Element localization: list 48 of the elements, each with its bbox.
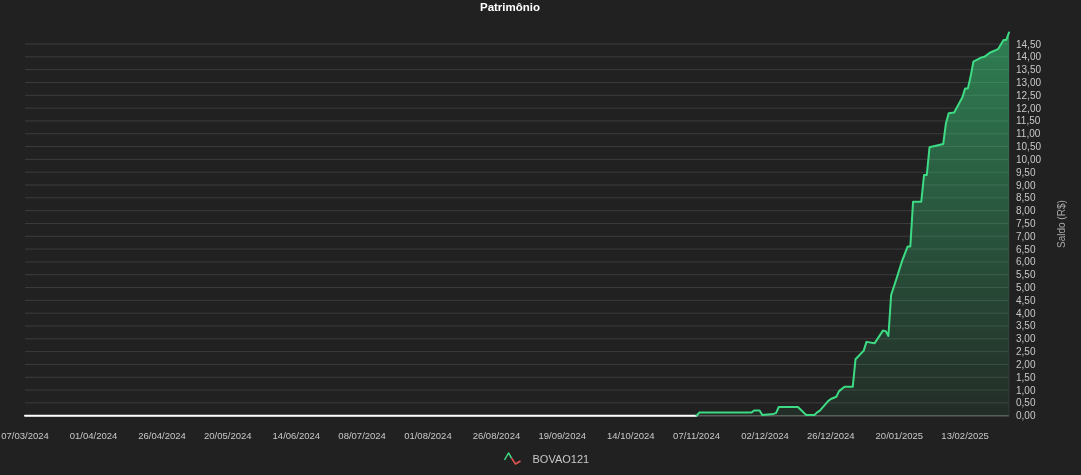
y-tick-label: 6,50 xyxy=(1016,243,1036,255)
x-tick-label: 01/04/2024 xyxy=(69,430,118,441)
legend-label: BOVAO121 xyxy=(532,453,590,465)
y-tick-label: 12,50 xyxy=(1016,89,1042,101)
x-tick-label: 19/09/2024 xyxy=(538,430,586,441)
x-tick-label: 01/08/2024 xyxy=(404,430,452,441)
y-tick-label: 7,00 xyxy=(1016,230,1036,242)
y-tick-label: 8,00 xyxy=(1016,205,1036,217)
y-tick-label: 9,00 xyxy=(1016,179,1036,191)
y-tick-label: 0,00 xyxy=(1016,410,1036,422)
x-tick-label: 02/12/2024 xyxy=(741,430,789,441)
y-tick-label: 0,50 xyxy=(1016,397,1036,409)
x-tick-label: 08/07/2024 xyxy=(338,430,386,441)
x-tick-label: 26/12/2024 xyxy=(807,430,855,441)
x-tick-label: 20/01/2025 xyxy=(875,430,924,441)
y-tick-label: 4,50 xyxy=(1016,294,1036,306)
x-tick-label: 07/11/2024 xyxy=(673,430,720,441)
y-tick-label: 2,00 xyxy=(1016,358,1036,370)
x-tick-label: 26/04/2024 xyxy=(138,430,186,441)
y-tick-label: 13,50 xyxy=(1016,64,1042,76)
y-tick-label: 13,00 xyxy=(1016,76,1042,88)
y-tick-label: 4,00 xyxy=(1016,307,1036,319)
x-tick-label: 26/08/2024 xyxy=(472,430,521,441)
x-tick-label: 14/06/2024 xyxy=(272,430,321,441)
x-tick-label: 13/02/2025 xyxy=(941,430,989,441)
y-tick-label: 7,50 xyxy=(1016,217,1036,229)
y-tick-label: 6,00 xyxy=(1016,256,1036,268)
y-axis-title: Saldo (R$) xyxy=(1056,200,1067,249)
y-tick-label: 5,00 xyxy=(1016,282,1036,294)
chart-title: Patrimônio xyxy=(479,1,541,13)
y-tick-label: 14,00 xyxy=(1016,51,1042,63)
y-tick-label: 1,00 xyxy=(1016,384,1036,396)
y-tick-label: 2,50 xyxy=(1016,346,1036,358)
y-tick-label: 5,50 xyxy=(1016,269,1036,281)
y-tick-label: 10,00 xyxy=(1016,153,1042,165)
x-tick-label: 20/05/2024 xyxy=(204,430,252,441)
x-tick-label: 07/03/2024 xyxy=(1,430,49,441)
y-tick-label: 10,50 xyxy=(1016,141,1042,153)
y-tick-label: 3,50 xyxy=(1016,320,1036,332)
y-tick-label: 3,00 xyxy=(1016,333,1036,345)
y-tick-label: 11,50 xyxy=(1016,115,1041,127)
y-tick-label: 9,50 xyxy=(1016,166,1036,178)
y-tick-label: 8,50 xyxy=(1016,192,1036,204)
y-tick-label: 11,00 xyxy=(1016,128,1041,140)
x-tick-label: 14/10/2024 xyxy=(606,430,655,441)
y-tick-label: 12,00 xyxy=(1016,102,1042,114)
y-tick-label: 14,50 xyxy=(1016,38,1042,50)
y-tick-label: 1,50 xyxy=(1016,371,1036,383)
